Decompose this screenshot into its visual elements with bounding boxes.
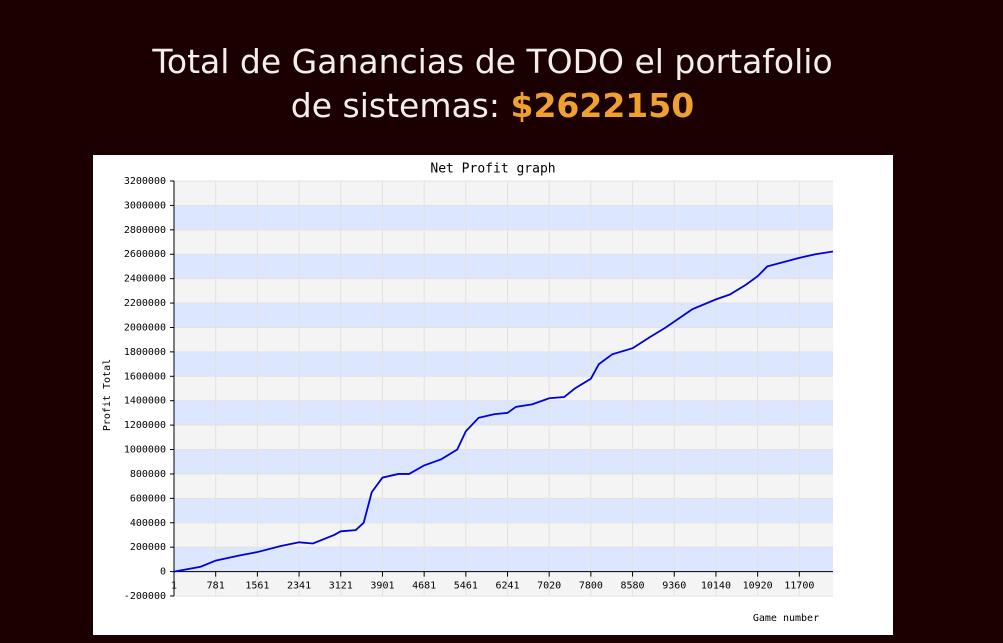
grid-band [174, 181, 833, 206]
header-amount: $2622150 [510, 86, 695, 125]
grid-band [174, 327, 833, 352]
x-tick-label: 10920 [743, 581, 773, 592]
grid-band [174, 473, 833, 499]
y-tick-label: 1200000 [124, 420, 166, 431]
data-line [173, 250, 834, 573]
y-tick-label: 1000000 [124, 445, 166, 456]
y-tick-label: 600000 [130, 493, 166, 504]
chart-title: Net Profit graph [430, 162, 555, 177]
grid-band [174, 425, 833, 450]
y-tick-label: 1800000 [124, 347, 166, 358]
grid-band [174, 205, 833, 230]
y-tick-label: -200000 [124, 591, 166, 602]
y-tick-label: 2200000 [124, 298, 166, 309]
y-tick-label: 2800000 [124, 225, 166, 236]
chart: Net Profit graph Game number Profit Tota… [93, 155, 893, 635]
y-tick-label: 3200000 [124, 176, 166, 187]
x-tick-label: 8580 [621, 581, 645, 592]
y-tick-label: 1600000 [124, 371, 166, 382]
x-tick-label: 781 [207, 581, 225, 592]
x-tick-label: 4681 [412, 581, 436, 592]
y-tick-label: 3000000 [124, 200, 166, 211]
x-tick-label: 1561 [245, 581, 269, 592]
grid-band [174, 254, 833, 279]
grid-band [174, 449, 833, 474]
bands [174, 181, 833, 596]
grid-band [174, 522, 833, 548]
y-tick-label: 2000000 [124, 322, 166, 333]
header-title: Total de Ganancias de TODO el portafolio… [152, 42, 833, 125]
x-tick-label: 6241 [495, 581, 519, 592]
y-tick-label: 200000 [130, 542, 166, 553]
x-tick-label: 11700 [784, 581, 814, 592]
y-tick-label: 2600000 [124, 249, 166, 260]
header: Total de Ganancias de TODO el portafolio… [140, 40, 845, 128]
x-tick-label: 9360 [662, 581, 686, 592]
grid-band [174, 278, 833, 304]
x-axis-label: Game number [753, 613, 819, 624]
x-tick-label: 7020 [537, 581, 561, 592]
y-axis-label: Profit Total [102, 359, 113, 431]
grid-band [174, 229, 833, 255]
grid-band [174, 547, 833, 572]
y-tick-label: 800000 [130, 469, 166, 480]
x-tick-label: 7800 [579, 581, 603, 592]
grid-band [174, 303, 833, 328]
x-tick-label: 2341 [287, 581, 311, 592]
x-tick-label: 5461 [454, 581, 478, 592]
grid-band [174, 351, 833, 377]
x-tick-label: 10140 [701, 581, 731, 592]
y-tick-label: 1400000 [124, 396, 166, 407]
y-tick-label: 0 [160, 567, 166, 578]
y-tick-label: 2400000 [124, 274, 166, 285]
x-tick-label: 3121 [329, 581, 353, 592]
grid-band [174, 498, 833, 523]
y-tick-label: 400000 [130, 518, 166, 529]
x-tick-label: 3901 [370, 581, 394, 592]
grid-band [174, 571, 833, 596]
grid-band [174, 376, 833, 401]
